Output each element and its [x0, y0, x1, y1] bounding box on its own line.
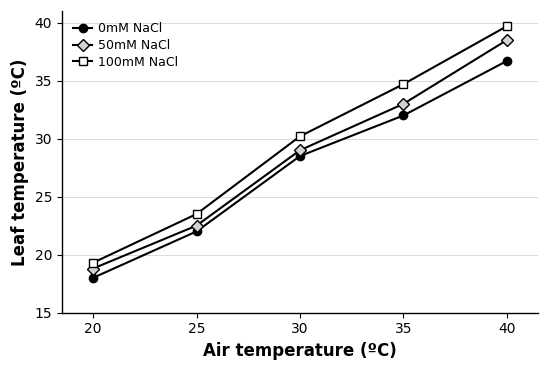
0mM NaCl	[193, 229, 200, 234]
X-axis label: Air temperature (ºC): Air temperature (ºC)	[203, 342, 397, 360]
50mM NaCl	[89, 266, 96, 271]
Line: 50mM NaCl: 50mM NaCl	[89, 36, 511, 273]
0mM NaCl	[400, 113, 407, 118]
100mM NaCl	[193, 212, 200, 216]
100mM NaCl	[89, 260, 96, 265]
Line: 0mM NaCl: 0mM NaCl	[89, 57, 511, 282]
Y-axis label: Leaf temperature (ºC): Leaf temperature (ºC)	[11, 58, 29, 266]
100mM NaCl	[400, 82, 407, 86]
0mM NaCl	[89, 276, 96, 280]
Legend: 0mM NaCl, 50mM NaCl, 100mM NaCl: 0mM NaCl, 50mM NaCl, 100mM NaCl	[68, 17, 183, 74]
100mM NaCl	[503, 24, 510, 29]
50mM NaCl	[503, 38, 510, 42]
50mM NaCl	[400, 102, 407, 106]
0mM NaCl	[503, 59, 510, 63]
100mM NaCl	[296, 134, 303, 139]
50mM NaCl	[296, 148, 303, 152]
50mM NaCl	[193, 223, 200, 228]
Line: 100mM NaCl: 100mM NaCl	[89, 22, 511, 267]
0mM NaCl	[296, 154, 303, 158]
